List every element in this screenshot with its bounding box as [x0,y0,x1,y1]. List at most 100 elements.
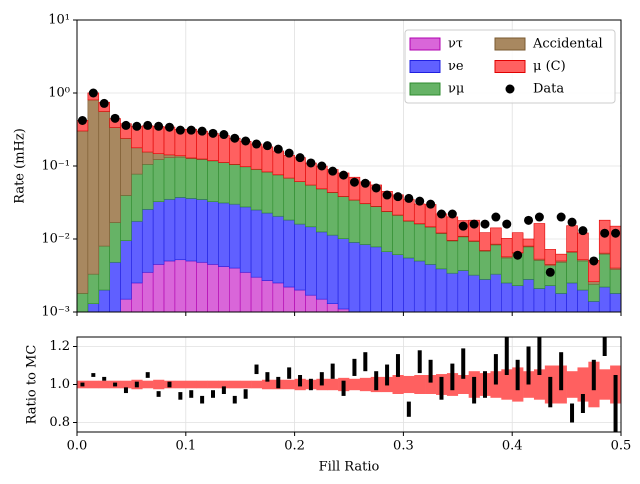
hist-segment [186,198,197,261]
hist-segment [164,261,175,322]
hist-segment [197,199,208,262]
mc-band [121,381,132,389]
hist-segment [164,155,175,158]
hist-segment [273,216,284,283]
data-point [350,178,359,187]
y-axis-label: Ratio to MC [25,345,40,425]
data-point [524,216,533,225]
ratio-error-bar [146,372,150,378]
hist-segment [153,202,164,265]
ratio-error-bar [157,391,161,397]
ratio-error-bar [135,382,139,388]
hist-segment [77,131,88,293]
data-point [306,158,315,167]
legend-label: ντ [448,37,463,52]
hist-segment [305,185,316,227]
hist-segment [110,319,121,322]
mc-band [567,371,578,398]
data-point [328,167,337,176]
data-point [513,251,522,260]
data-point [230,134,239,143]
mc-band [284,380,295,390]
ratio-error-bar [113,383,117,387]
hist-segment [186,261,197,322]
hist-segment [436,233,447,268]
ratio-error-bar [342,381,346,396]
hist-segment [349,242,360,312]
y-axis-label: Rate (mHz) [13,128,28,204]
y-tick-label: 10⁻² [41,232,70,247]
mc-band [142,381,153,389]
ratio-error-bar [396,354,400,377]
mc-band [414,375,425,394]
mc-band [403,376,414,393]
hist-segment [371,319,382,322]
hist-segment [240,167,251,207]
data-point [165,123,174,132]
hist-segment [393,255,404,329]
hist-segment [121,299,132,322]
hist-segment [556,293,567,350]
legend-label: νe [448,59,464,74]
ratio-error-bar [363,352,367,371]
data-point [426,200,435,209]
hist-segment [490,245,501,274]
plot-area [77,299,621,432]
ratio-error-bar [309,379,313,390]
legend-marker [506,85,515,94]
hist-segment [403,221,414,258]
hist-segment [577,233,588,260]
hist-segment [77,319,88,363]
hist-segment [545,249,556,264]
hist-segment [197,262,208,322]
hist-segment [305,295,316,322]
hist-segment [153,160,164,202]
legend-label: νμ [448,82,464,97]
hist-segment [490,228,501,244]
data-point [578,226,587,235]
hist-segment [273,151,284,175]
hist-segment [131,148,142,174]
x-tick-label: 0.2 [284,439,305,454]
data-point [470,220,479,229]
hist-segment [469,275,480,341]
hist-segment [110,262,121,319]
mc-band [153,380,164,390]
hist-segment [512,286,523,351]
hist-segment [110,223,121,263]
data-point [209,129,218,138]
hist-segment [414,224,425,261]
hist-segment [316,232,327,299]
hist-segment [545,286,556,351]
hist-segment [175,157,186,197]
hist-segment [164,199,175,261]
ratio-error-bar [429,360,433,383]
hist-segment [414,204,425,224]
hist-segment [425,264,436,334]
data-point [546,268,555,277]
data-point [187,126,196,135]
hist-segment [599,254,610,287]
hist-segment [284,178,295,220]
y-tick-label: 10⁰ [48,86,70,101]
ratio-error-bar [178,392,182,400]
data-point [89,89,98,98]
hist-segment [295,182,306,224]
hist-segment [88,274,99,304]
data-point [274,145,283,154]
mc-band [186,381,197,389]
hist-segment [338,309,349,322]
data-point [252,140,261,149]
ratio-error-bar [287,367,291,378]
mc-band [393,375,404,394]
x-tick-label: 0.3 [393,439,414,454]
ratio-error-bar [439,377,443,400]
data-point [491,213,500,222]
hist-segment [273,175,284,216]
data-point [100,99,109,108]
hist-segment [284,155,295,178]
mc-band [175,381,186,389]
data-point [568,218,577,227]
hist-segment [523,279,534,350]
hist-segment [251,210,262,277]
